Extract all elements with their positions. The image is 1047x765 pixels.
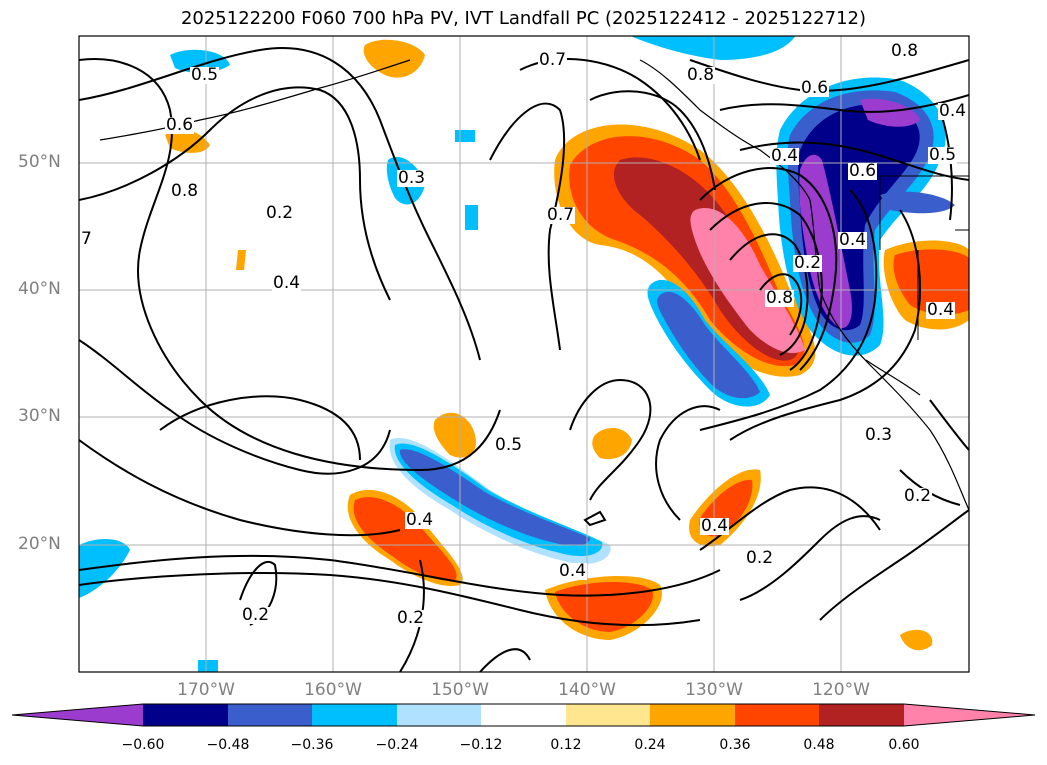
contour-label: 0.8	[170, 181, 200, 201]
contour-label: 0.4	[272, 273, 302, 293]
contour-label: 0.7	[546, 205, 576, 225]
ivt-contours	[79, 47, 969, 672]
contour-label: 0.6	[848, 161, 878, 181]
contour-label: 0.7	[538, 50, 568, 70]
colorbar	[11, 703, 1036, 727]
colorbar-segment	[566, 704, 651, 726]
contour-label: 0.4	[938, 101, 968, 121]
lon-label: 120°W	[812, 680, 870, 700]
lat-label: 20°N	[18, 534, 61, 554]
lat-label: 50°N	[18, 152, 61, 172]
colorbar-tick: 0.48	[803, 737, 835, 753]
colorbar-tick: −0.48	[206, 737, 250, 753]
colorbar-tick: 0.12	[550, 737, 582, 753]
colorbar-segment	[481, 704, 566, 726]
lon-label: 140°W	[558, 680, 616, 700]
contour-label: 0.5	[494, 435, 524, 455]
colorbar-segment	[735, 704, 820, 726]
colorbar-tick: −0.24	[375, 737, 419, 753]
positive-pv-shading	[165, 39, 969, 651]
contour-label: 0.4	[770, 146, 800, 166]
contour-label: 7	[80, 229, 93, 249]
negative-pv-shading	[79, 36, 955, 672]
contour-label: 0.2	[745, 548, 775, 568]
contour-label: 0.8	[686, 65, 716, 85]
contour-label: 0.3	[864, 425, 894, 445]
colorbar-segment	[819, 704, 904, 726]
colorbar-segment	[397, 704, 482, 726]
contour-label: 0.5	[190, 65, 220, 85]
lat-label: 40°N	[18, 279, 61, 299]
colorbar-segment	[650, 704, 735, 726]
contour-label: 0.6	[165, 115, 195, 135]
contour-label: 0.8	[890, 41, 920, 61]
colorbar-tick: −0.60	[121, 737, 165, 753]
colorbar-segment	[228, 704, 313, 726]
colorbar-tick: 0.36	[719, 737, 751, 753]
contour-label: 0.4	[926, 300, 956, 320]
colorbar-tick: 0.60	[888, 737, 920, 753]
contour-label: 0.2	[396, 608, 426, 628]
lon-label: 150°W	[431, 680, 489, 700]
colorbar-extend-low	[12, 704, 143, 726]
colorbar-tick: 0.24	[634, 737, 666, 753]
colorbar-extend-high	[904, 704, 1035, 726]
contour-label: 0.2	[265, 203, 295, 223]
contour-label: 0.2	[241, 605, 271, 625]
colorbar-segment	[312, 704, 397, 726]
contour-label: 0.5	[928, 145, 958, 165]
colorbar-tick: −0.12	[459, 737, 503, 753]
colorbar-tick: −0.36	[290, 737, 334, 753]
contour-label: 0.4	[700, 516, 730, 536]
lat-label: 30°N	[18, 406, 61, 426]
contour-label: 0.4	[405, 510, 435, 530]
contour-label: 0.4	[838, 230, 868, 250]
lon-label: 130°W	[685, 680, 743, 700]
contour-label: 0.8	[765, 288, 795, 308]
map-title: 2025122200 F060 700 hPa PV, IVT Landfall…	[180, 8, 867, 29]
contour-label: 0.6	[800, 78, 830, 98]
colorbar-segment	[143, 704, 228, 726]
contour-label: 0.2	[903, 486, 933, 506]
contour-label: 0.2	[793, 253, 823, 273]
lon-label: 170°W	[177, 680, 235, 700]
contour-label: 0.4	[558, 561, 588, 581]
contour-label: 0.3	[397, 168, 427, 188]
map-frame	[78, 35, 970, 673]
lon-label: 160°W	[304, 680, 362, 700]
colorbar-outline	[11, 703, 1036, 727]
